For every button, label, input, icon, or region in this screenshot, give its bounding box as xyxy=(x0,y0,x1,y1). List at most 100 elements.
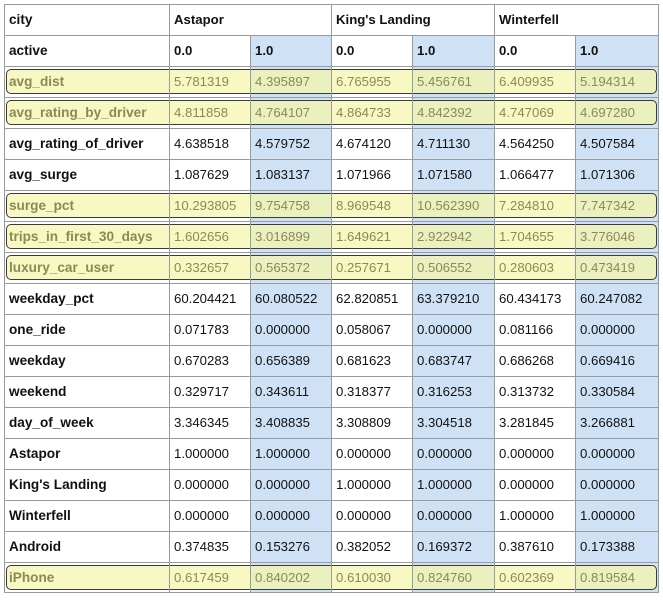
column-divider xyxy=(494,4,495,593)
table-cell: 3.016899 xyxy=(255,229,311,244)
table-cell: 1.704655 xyxy=(499,229,555,244)
table-cell: 0.316253 xyxy=(417,384,473,399)
table-cell: 0.257671 xyxy=(336,260,392,275)
table-cell: 9.754758 xyxy=(255,198,311,213)
table-cell: 0.000000 xyxy=(336,508,392,523)
row-divider xyxy=(4,35,659,36)
table-cell: 1.000000 xyxy=(336,477,392,492)
comparison-table: city Astapor King's Landing Winterfell activ… xyxy=(4,4,659,595)
header-active-value: 0.0 xyxy=(174,43,193,58)
row-divider xyxy=(4,438,659,439)
table-cell: 0.081166 xyxy=(499,322,554,337)
row-label-iphone: iPhone xyxy=(9,570,55,585)
row-label-trips-in-first-30-days: trips_in_first_30_days xyxy=(9,229,153,244)
table-cell: 0.058067 xyxy=(336,322,392,337)
table-cell: 0.610030 xyxy=(336,570,392,585)
table-cell: 0.280603 xyxy=(499,260,555,275)
header-active-value: 1.0 xyxy=(417,43,436,58)
table-cell: 4.842392 xyxy=(417,105,473,120)
table-cell: 1.602656 xyxy=(174,229,230,244)
row-label-surge-pct: surge_pct xyxy=(9,198,74,213)
table-cell: 0.000000 xyxy=(499,477,555,492)
table-cell: 0.683747 xyxy=(417,353,473,368)
table-cell: 3.408835 xyxy=(255,415,311,430)
table-cell: 4.638518 xyxy=(174,136,230,151)
table-cell: 3.281845 xyxy=(499,415,555,430)
row-label-day-of-week: day_of_week xyxy=(9,415,94,430)
row-divider xyxy=(4,376,659,377)
table-cell: 60.204421 xyxy=(174,291,237,306)
row-divider xyxy=(4,407,659,408)
table-cell: 4.711130 xyxy=(417,136,471,151)
table-cell: 0.656389 xyxy=(255,353,311,368)
header-active-value: 0.0 xyxy=(336,43,355,58)
table-cell: 0.565372 xyxy=(255,260,311,275)
table-cell: 5.456761 xyxy=(417,74,473,89)
table-cell: 6.765955 xyxy=(336,74,392,89)
table-cell: 60.080522 xyxy=(255,291,318,306)
table-cell: 0.819584 xyxy=(580,570,636,585)
table-cell: 10.562390 xyxy=(417,198,480,213)
table-cell: 1.000000 xyxy=(499,508,555,523)
table-cell: 0.000000 xyxy=(580,322,636,337)
row-label-avg-rating-by-driver: avg_rating_by_driver xyxy=(9,105,147,120)
row-label-avg-surge: avg_surge xyxy=(9,167,78,182)
table-cell: 0.840202 xyxy=(255,570,311,585)
column-divider xyxy=(4,4,5,593)
table-cell: 0.602369 xyxy=(499,570,555,585)
row-divider xyxy=(4,531,659,532)
table-cell: 4.811858 xyxy=(174,105,229,120)
table-cell: 3.266881 xyxy=(580,415,636,430)
table-cell: 1.000000 xyxy=(417,477,473,492)
table-cell: 0.000000 xyxy=(174,508,230,523)
table-cell: 0.824760 xyxy=(417,570,473,585)
row-label-weekday-pct: weekday_pct xyxy=(9,291,94,306)
table-cell: 0.681623 xyxy=(336,353,392,368)
table-cell: 0.473419 xyxy=(580,260,636,275)
row-divider xyxy=(4,190,659,191)
table-cell: 62.820851 xyxy=(336,291,399,306)
table-cell: 1.071966 xyxy=(336,167,392,182)
table-cell: 7.747342 xyxy=(580,198,636,213)
row-divider xyxy=(4,283,659,284)
row-divider xyxy=(4,314,659,315)
header-active-value: 1.0 xyxy=(255,43,274,58)
table-cell: 1.066477 xyxy=(499,167,555,182)
row-label-avg-rating-of-driver: avg_rating_of_driver xyxy=(9,136,144,151)
row-divider xyxy=(4,159,659,160)
table-cell: 60.247082 xyxy=(580,291,643,306)
row-divider xyxy=(4,562,659,563)
table-cell: 1.071306 xyxy=(580,167,636,182)
row-divider xyxy=(4,221,659,222)
row-divider xyxy=(4,128,659,129)
table-cell: 4.697280 xyxy=(580,105,636,120)
table-cell: 3.346345 xyxy=(174,415,230,430)
row-divider xyxy=(4,66,659,67)
table-cell: 0.669416 xyxy=(580,353,636,368)
table-cell: 1.000000 xyxy=(174,446,230,461)
table-cell: 1.649621 xyxy=(336,229,392,244)
table-cell: 3.308809 xyxy=(336,415,392,430)
row-label-winterfell: Winterfell xyxy=(9,508,71,523)
table-cell: 4.747069 xyxy=(499,105,555,120)
row-label-luxury-car-user: luxury_car_user xyxy=(9,260,115,275)
table-cell: 0.000000 xyxy=(499,446,555,461)
header-active-label: active xyxy=(9,43,48,58)
table-cell: 0.000000 xyxy=(417,446,473,461)
row-label-weekend: weekend xyxy=(9,384,67,399)
table-cell: 0.506552 xyxy=(417,260,473,275)
table-cell: 6.409935 xyxy=(499,74,555,89)
table-cell: 0.382052 xyxy=(336,539,392,554)
table-cell: 2.922942 xyxy=(417,229,473,244)
row-label-one-ride: one_ride xyxy=(9,322,66,337)
row-divider xyxy=(4,345,659,346)
table-cell: 0.313732 xyxy=(499,384,555,399)
table-cell: 0.329717 xyxy=(174,384,230,399)
table-cell: 7.284810 xyxy=(499,198,555,213)
table-cell: 1.071580 xyxy=(417,167,473,182)
table-cell: 0.000000 xyxy=(255,322,311,337)
column-divider xyxy=(169,4,170,593)
table-cell: 4.564250 xyxy=(499,136,555,151)
header-city-winterfell: Winterfell xyxy=(499,12,559,27)
column-divider xyxy=(658,4,659,593)
